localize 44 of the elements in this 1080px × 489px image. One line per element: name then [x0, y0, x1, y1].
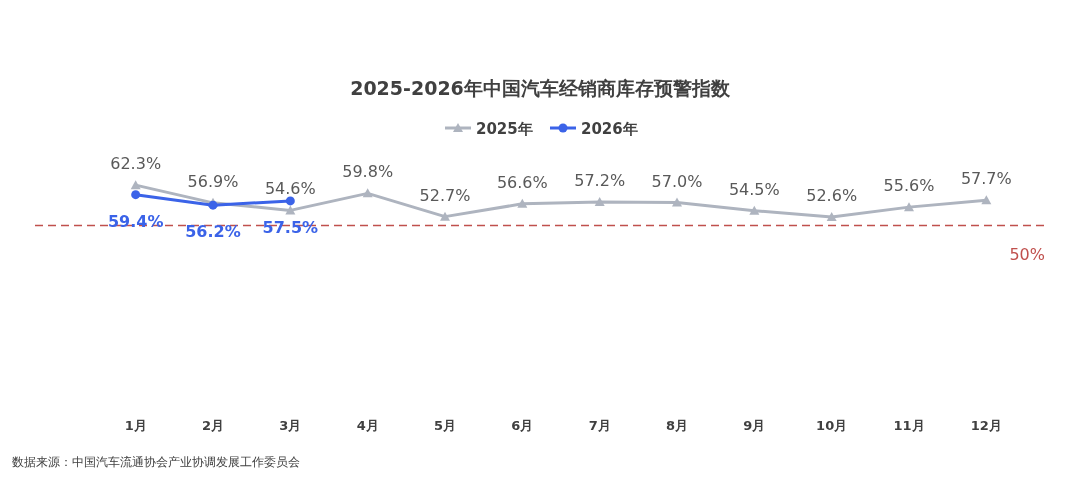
data-label: 55.6%: [883, 176, 935, 196]
point: [130, 180, 141, 190]
point: [749, 205, 760, 215]
legend-label: 2026年: [581, 120, 638, 138]
x-tick-label: 2月: [201, 418, 225, 433]
x-tick-label: 1月: [124, 418, 147, 433]
x-tick-label: 8月: [665, 418, 689, 433]
ref-line-label: 50%: [1009, 245, 1045, 265]
data-label: 56.2%: [185, 222, 241, 242]
data-label: 59.4%: [107, 211, 164, 231]
point: [517, 198, 528, 208]
legend-label: 2025年: [476, 120, 533, 138]
point: [904, 202, 914, 212]
x-tick-label: 12月: [970, 418, 1002, 433]
point: [285, 196, 295, 206]
data-label: 56.9%: [187, 171, 239, 191]
source-note: 数据来源：中国汽车流通协会产业协调发展工作委员会: [12, 455, 300, 469]
data-label: 56.6%: [496, 172, 548, 192]
point: [362, 188, 373, 198]
data-label: 62.3%: [110, 154, 162, 174]
data-label: 52.6%: [806, 185, 858, 205]
x-tick-label: 5月: [433, 418, 457, 433]
data-label: 57.0%: [651, 171, 703, 191]
x-tick-label: 4月: [356, 418, 379, 433]
data-label: 54.6%: [264, 179, 316, 199]
x-tick-label: 10月: [816, 418, 848, 433]
point: [826, 211, 837, 221]
data-label: 57.7%: [960, 169, 1012, 189]
data-label: 54.5%: [728, 179, 780, 199]
data-label: 57.2%: [574, 170, 626, 190]
data-label: 52.7%: [419, 185, 471, 205]
x-tick-label: 11月: [893, 418, 925, 433]
point: [594, 196, 605, 206]
point: [672, 197, 682, 207]
x-tick-label: 3月: [279, 418, 302, 433]
point: [440, 211, 450, 221]
x-tick-label: 6月: [511, 418, 534, 433]
chart-title: 2025-2026年中国汽车经销商库存预警指数: [350, 77, 731, 99]
point: [981, 195, 992, 205]
x-tick-label: 7月: [588, 418, 611, 433]
data-label: 59.8%: [342, 162, 394, 182]
point: [131, 190, 141, 200]
point: [285, 205, 296, 215]
x-tick-label: 9月: [743, 418, 766, 433]
